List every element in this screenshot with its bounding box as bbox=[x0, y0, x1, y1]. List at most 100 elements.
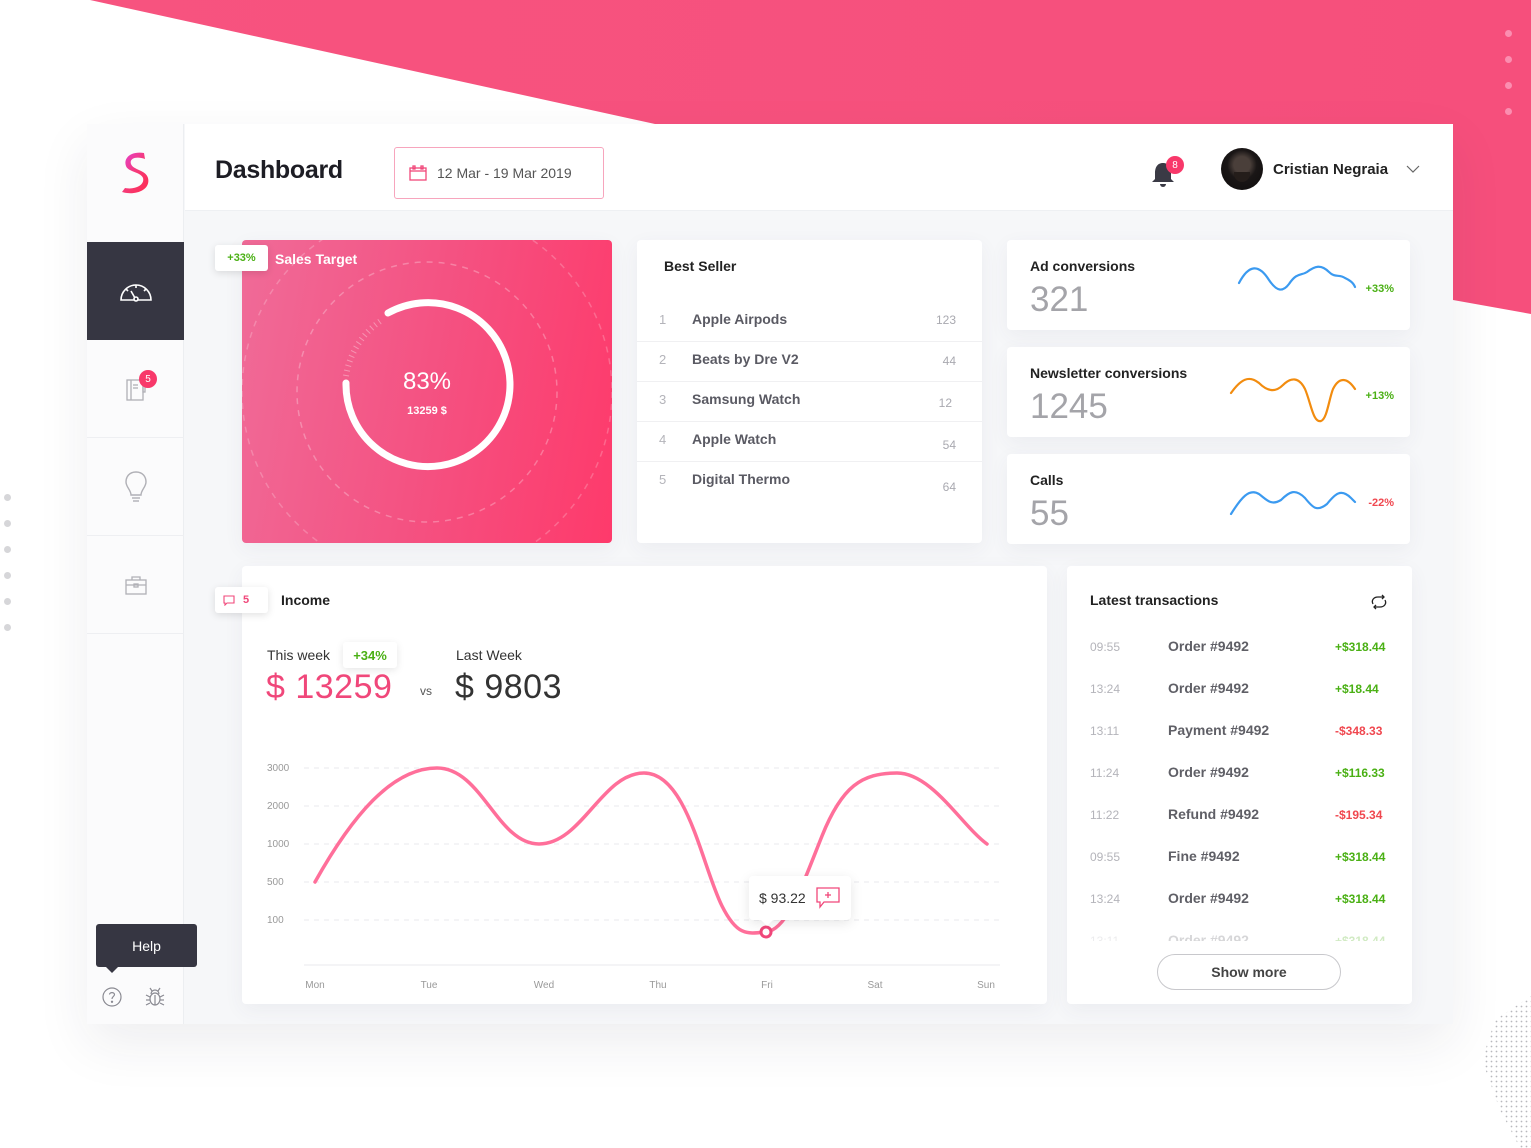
sidebar-item-dashboard[interactable] bbox=[87, 242, 184, 340]
tx-desc: Payment #9492 bbox=[1168, 722, 1270, 738]
calendar-icon bbox=[409, 165, 427, 181]
product-count: 54 bbox=[942, 438, 956, 452]
this-week-label: This week bbox=[267, 647, 331, 663]
help-tooltip: Help bbox=[96, 924, 197, 973]
sparkline-newsletter-conversions bbox=[1229, 377, 1357, 423]
tx-desc: Order #9492 bbox=[1168, 764, 1249, 780]
list-item[interactable]: 3 Samsung Watch 12 bbox=[637, 382, 982, 422]
best-seller-card: Best Seller 1 Apple Airpods 123 2 Beats … bbox=[637, 240, 982, 543]
stat-label: Ad conversions bbox=[1030, 258, 1136, 274]
decorative-dots-right bbox=[1505, 30, 1512, 134]
svg-text:Wed: Wed bbox=[534, 980, 554, 991]
stat-value: 321 bbox=[1030, 280, 1089, 319]
transaction-row[interactable]: 11:24 Order #9492 +$116.33 bbox=[1067, 754, 1412, 796]
help-circle-icon[interactable] bbox=[101, 986, 123, 1008]
tx-time: 09:55 bbox=[1090, 640, 1121, 654]
refresh-icon[interactable] bbox=[1369, 594, 1389, 610]
tx-amount: +$318.44 bbox=[1335, 640, 1386, 654]
user-name: Cristian Negraia bbox=[1273, 160, 1389, 178]
sales-target-card: 83% 13259 $ bbox=[242, 240, 612, 543]
product-count: 64 bbox=[942, 480, 956, 494]
comments-badge[interactable]: 5 bbox=[215, 587, 268, 613]
product-count: 123 bbox=[935, 313, 956, 327]
stat-label: Newsletter conversions bbox=[1030, 365, 1188, 381]
tx-amount: +$116.33 bbox=[1335, 766, 1385, 780]
rank: 1 bbox=[659, 312, 667, 327]
income-line-chart: 3000 2000 1000 500 100 Mon Tue Wed Thu F… bbox=[267, 763, 1000, 991]
decorative-dots-left bbox=[4, 494, 11, 650]
vs-label: vs bbox=[420, 684, 432, 698]
svg-text:3000: 3000 bbox=[267, 763, 290, 774]
add-comment-icon[interactable] bbox=[816, 887, 840, 909]
rank: 3 bbox=[659, 392, 667, 407]
comment-icon bbox=[223, 594, 235, 606]
last-week-value: $ 9803 bbox=[455, 668, 562, 706]
svg-text:500: 500 bbox=[267, 877, 284, 888]
list-item[interactable]: 1 Apple Airpods 123 bbox=[637, 302, 982, 342]
user-menu[interactable]: Cristian Negraia bbox=[1221, 148, 1420, 190]
notebook-icon bbox=[125, 378, 146, 401]
sidebar-item-notes[interactable]: 5 bbox=[87, 340, 184, 438]
lightbulb-icon bbox=[124, 470, 147, 502]
best-seller-title: Best Seller bbox=[664, 258, 737, 274]
sales-target-title: Sales Target bbox=[275, 251, 358, 267]
page-title: Dashboard bbox=[215, 156, 343, 184]
product-name: Samsung Watch bbox=[692, 391, 801, 407]
transaction-row[interactable]: 09:55 Order #9492 +$318.44 bbox=[1067, 628, 1412, 670]
tx-desc: Order #9492 bbox=[1168, 680, 1249, 696]
chevron-down-icon bbox=[1406, 165, 1420, 173]
logo-icon[interactable] bbox=[117, 148, 153, 196]
product-name: Apple Airpods bbox=[692, 311, 788, 327]
svg-text:Fri: Fri bbox=[761, 980, 773, 991]
tx-amount: +$18.44 bbox=[1335, 682, 1379, 696]
sidebar-item-ideas[interactable] bbox=[87, 438, 184, 536]
transaction-row[interactable]: 09:55 Fine #9492 +$318.44 bbox=[1067, 838, 1412, 880]
notes-badge: 5 bbox=[139, 370, 157, 388]
list-item[interactable]: 2 Beats by Dre V2 44 bbox=[637, 342, 982, 382]
avatar bbox=[1221, 148, 1263, 190]
transaction-row[interactable]: 13:11 Payment #9492 -$348.33 bbox=[1067, 712, 1412, 754]
stat-card-calls: Calls 55 -22% bbox=[1007, 454, 1410, 544]
income-card: Income This week +34% $ 13259 vs Last We… bbox=[242, 566, 1047, 1004]
svg-text:Thu: Thu bbox=[649, 980, 666, 991]
product-count: 12 bbox=[938, 396, 952, 410]
tooltip-value: $ 93.22 bbox=[759, 890, 806, 906]
highlight-point bbox=[759, 925, 773, 939]
rank: 2 bbox=[659, 352, 667, 367]
product-name: Beats by Dre V2 bbox=[692, 351, 799, 367]
this-week-value: $ 13259 bbox=[266, 668, 393, 706]
list-item[interactable]: 5 Digital Thermo 64 bbox=[637, 462, 982, 502]
sales-percent: 83% bbox=[402, 368, 452, 395]
tx-amount: -$348.33 bbox=[1335, 724, 1383, 738]
app-window: 5 Help Dashboard bbox=[87, 124, 1453, 1024]
sidebar-item-portfolio[interactable] bbox=[87, 536, 184, 634]
transactions-title: Latest transactions bbox=[1090, 592, 1219, 608]
stat-change: +33% bbox=[1365, 283, 1394, 295]
sparkline-ad-conversions bbox=[1237, 265, 1357, 291]
date-range-label: 12 Mar - 19 Mar 2019 bbox=[437, 165, 572, 181]
stat-change: -22% bbox=[1368, 497, 1394, 509]
transaction-row[interactable]: 13:24 Order #9492 +$18.44 bbox=[1067, 670, 1412, 712]
tx-time: 11:22 bbox=[1090, 808, 1120, 822]
sales-change-badge: +33% bbox=[215, 245, 268, 271]
stat-value: 1245 bbox=[1030, 387, 1108, 426]
last-week-label: Last Week bbox=[456, 647, 522, 663]
tx-amount: -$195.34 bbox=[1335, 808, 1383, 822]
stat-label: Calls bbox=[1030, 472, 1064, 488]
top-header: Dashboard 12 Mar - 19 Mar 2019 8 Cristia… bbox=[185, 124, 1453, 211]
comments-count: 5 bbox=[243, 594, 250, 606]
y-axis-ticks: 3000 2000 1000 500 100 bbox=[267, 763, 290, 926]
show-more-button[interactable]: Show more bbox=[1157, 954, 1341, 990]
svg-text:1000: 1000 bbox=[267, 839, 290, 850]
date-range-picker[interactable]: 12 Mar - 19 Mar 2019 bbox=[394, 147, 604, 199]
tx-time: 09:55 bbox=[1090, 850, 1121, 864]
transaction-row[interactable]: 11:22 Refund #9492 -$195.34 bbox=[1067, 796, 1412, 838]
rank: 5 bbox=[659, 472, 667, 487]
stat-change: +13% bbox=[1365, 390, 1394, 402]
tx-time: 11:24 bbox=[1090, 766, 1120, 780]
bug-icon[interactable] bbox=[144, 986, 166, 1008]
list-item[interactable]: 4 Apple Watch 54 bbox=[637, 422, 982, 462]
transaction-row[interactable]: 13:24 Order #9492 +$318.44 bbox=[1067, 880, 1412, 922]
svg-text:2000: 2000 bbox=[267, 801, 290, 812]
tx-amount: +$318.44 bbox=[1335, 892, 1386, 906]
